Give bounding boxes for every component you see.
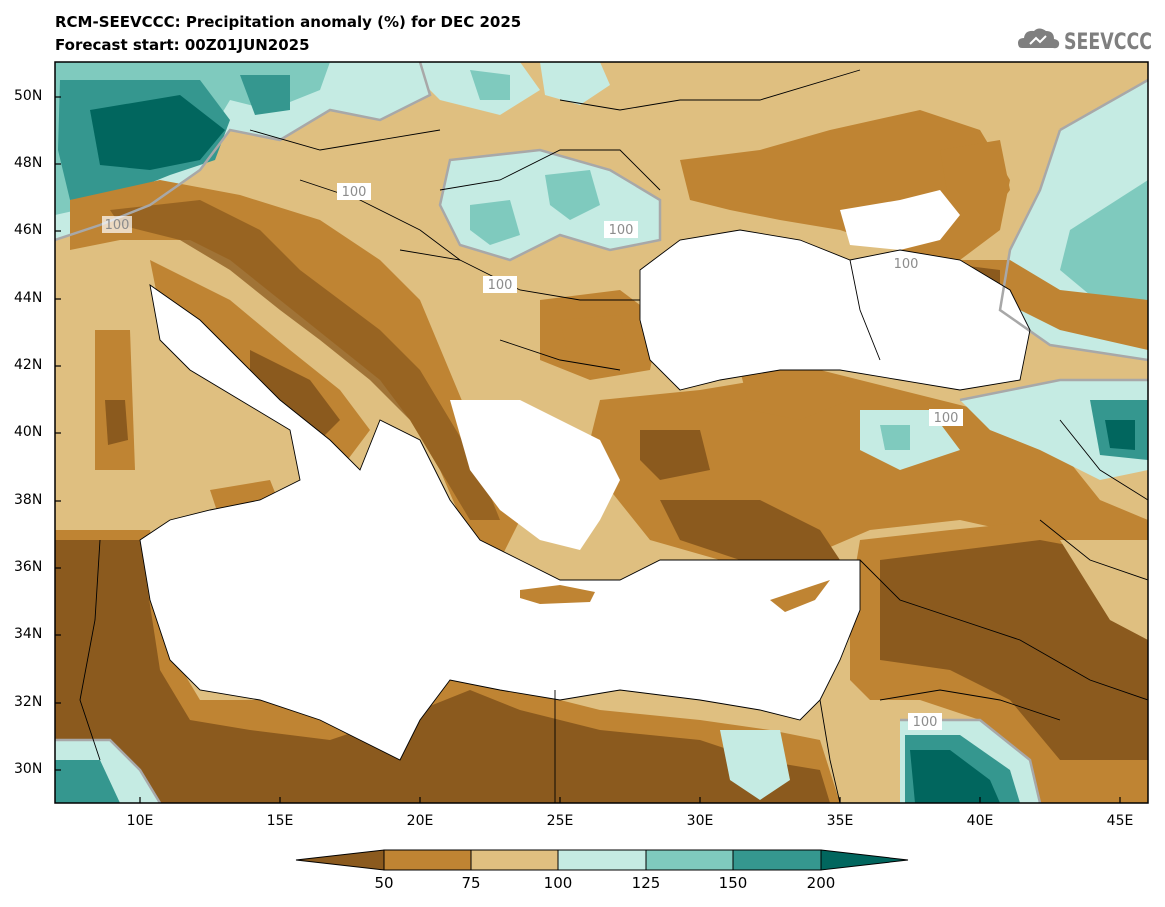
lat-label: 30N (14, 761, 43, 777)
colorbar-label: 100 (543, 874, 573, 892)
contour-label: 100 (609, 223, 634, 238)
contour-label: 100 (934, 411, 959, 426)
colorbar-swatch (557, 849, 647, 871)
lat-label: 32N (14, 694, 43, 710)
lat-label: 34N (14, 626, 43, 642)
contour-labels: 100 100 100 100 100 100 100 (102, 183, 963, 730)
lat-label: 36N (14, 559, 43, 575)
colorbar-swatch (732, 849, 822, 871)
colorbar-swatch (645, 849, 734, 871)
lon-label: 35E (826, 813, 854, 829)
lon-label: 25E (546, 813, 574, 829)
lat-label: 38N (14, 492, 43, 508)
seevccc-logo: SEEVCCC (1018, 28, 1152, 55)
colorbar-swatch (295, 849, 385, 871)
colorbar-label: 125 (631, 874, 661, 892)
lat-label: 46N (14, 222, 43, 238)
contour-label: 100 (105, 218, 130, 233)
colorbar-label: 75 (461, 874, 481, 892)
colorbar-label: 50 (374, 874, 394, 892)
colorbar-swatch (383, 849, 472, 871)
contour-label: 100 (913, 715, 938, 730)
lat-label: 48N (14, 155, 43, 171)
lat-label: 40N (14, 424, 43, 440)
colorbar (295, 849, 909, 871)
colorbar-swatch (470, 849, 559, 871)
lon-label: 15E (266, 813, 294, 829)
lat-label: 44N (14, 290, 43, 306)
lon-label: 40E (966, 813, 994, 829)
axis-ticks (55, 96, 1121, 803)
contour-label: 100 (342, 185, 367, 200)
colorbar-label: 150 (718, 874, 748, 892)
map-title: RCM-SEEVCCC: Precipitation anomaly (%) f… (55, 13, 522, 31)
contour-label: 100 (894, 257, 919, 272)
svg-text:SEEVCCC: SEEVCCC (1064, 30, 1152, 55)
contour-label: 100 (488, 278, 513, 293)
forecast-start-label: Forecast start: 00Z01JUN2025 (55, 36, 310, 54)
lon-label: 20E (406, 813, 434, 829)
lon-label: 30E (686, 813, 714, 829)
lat-label: 50N (14, 88, 43, 104)
lon-label: 45E (1106, 813, 1134, 829)
lat-label: 42N (14, 357, 43, 373)
lon-label: 10E (126, 813, 154, 829)
map-field (55, 62, 1148, 803)
colorbar-label: 200 (806, 874, 836, 892)
colorbar-swatch (820, 849, 909, 871)
